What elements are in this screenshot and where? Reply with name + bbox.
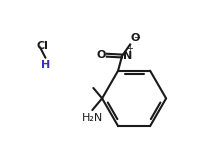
Text: O: O (97, 50, 106, 60)
Text: N: N (123, 51, 132, 61)
Text: H: H (41, 60, 51, 70)
Text: H₂N: H₂N (82, 113, 103, 123)
Text: +: + (126, 44, 133, 53)
Text: O: O (131, 33, 140, 43)
Text: Cl: Cl (37, 41, 49, 51)
Text: −: − (133, 33, 140, 42)
